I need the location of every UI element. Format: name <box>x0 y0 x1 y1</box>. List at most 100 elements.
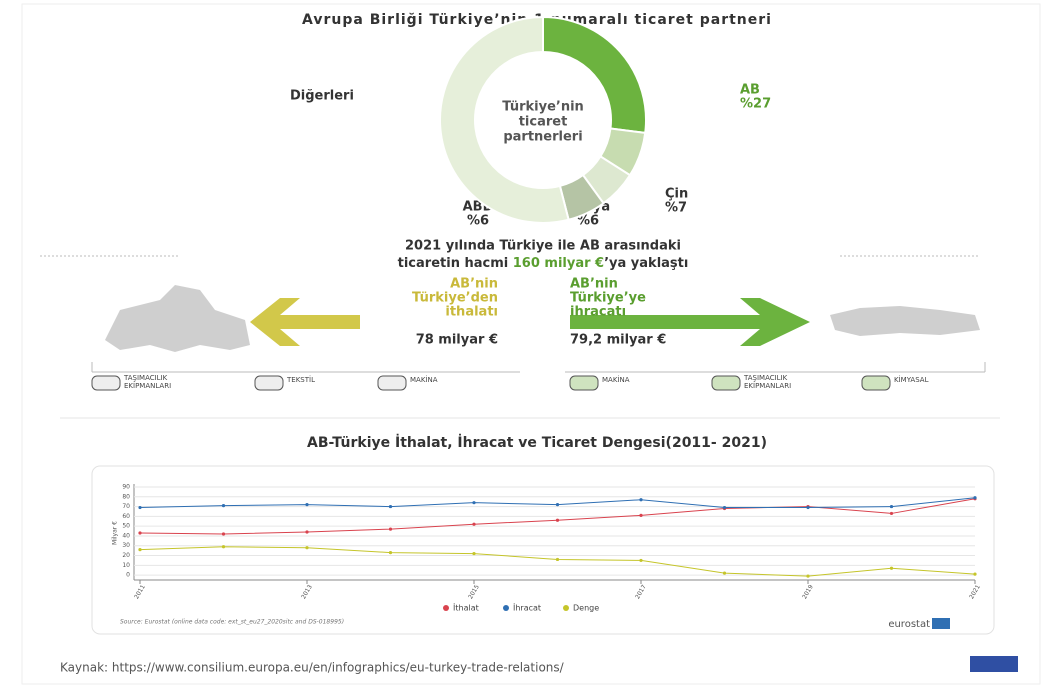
y-tick-label: 0 <box>126 572 130 579</box>
point <box>305 546 309 550</box>
eu-flag <box>970 656 1018 672</box>
label-line: AB’nin <box>570 277 618 292</box>
point <box>889 566 894 570</box>
item-icon <box>861 375 891 391</box>
point <box>388 550 393 555</box>
line-title: AB-Türkiye İthalat, İhracat ve Ticaret D… <box>307 434 767 451</box>
point <box>221 532 226 536</box>
export-value: 79,2 milyar € <box>570 333 666 348</box>
slice-value-label: %6 <box>577 214 599 229</box>
item-label: TAŞIMACILIK <box>123 374 168 382</box>
logo-flag <box>932 618 950 629</box>
label-line: AB’nin <box>450 277 498 292</box>
point <box>639 513 643 517</box>
y-tick-label: 20 <box>122 552 130 559</box>
legend-label: Denge <box>573 604 599 613</box>
item-icon <box>254 375 284 391</box>
legend-swatch <box>563 605 569 611</box>
heading-highlight: 160 milyar € <box>513 256 604 271</box>
item-icon <box>711 375 741 391</box>
y-tick-label: 80 <box>122 493 130 500</box>
eu-map <box>105 285 250 352</box>
export-arrow <box>570 298 810 346</box>
center-line: ticaret <box>519 115 568 130</box>
point <box>305 503 309 507</box>
heading-line: 2021 yılında Türkiye ile AB arasındaki <box>405 239 681 254</box>
item-icon <box>569 375 599 391</box>
y-tick-label: 40 <box>122 532 130 539</box>
legend-label: İhracat <box>513 603 541 613</box>
item-icon <box>377 375 407 391</box>
y-axis-label: Milyar € <box>112 521 119 545</box>
point <box>221 545 226 549</box>
heading-part: ’ya yaklaştı <box>604 256 688 271</box>
point <box>472 522 476 526</box>
footer: Kaynak: https://www.consilium.europa.eu/… <box>60 661 565 675</box>
point <box>639 498 643 502</box>
label-line: Türkiye’den <box>412 291 498 306</box>
item-label: KİMYASAL <box>894 375 929 384</box>
point <box>973 572 977 576</box>
point <box>889 511 894 516</box>
slice-value-label: %27 <box>740 97 771 112</box>
import-arrow <box>250 298 330 346</box>
slice-label: Diğerleri <box>290 89 354 104</box>
label-line: Türkiye’ye <box>570 291 646 306</box>
label-line: ithalatı <box>445 305 498 320</box>
point <box>722 505 727 510</box>
point <box>889 504 894 509</box>
point <box>305 530 309 534</box>
point <box>722 571 727 575</box>
point <box>472 501 476 505</box>
pie-slice <box>439 15 570 224</box>
turkey-map <box>830 306 980 336</box>
item-label: TAŞIMACILIK <box>743 374 788 382</box>
source: Source: Eurostat (online data code: ext_… <box>120 619 344 626</box>
trade-heading: 2021 yılında Türkiye ile AB arasındaki t… <box>398 239 689 271</box>
y-tick-label: 30 <box>122 542 130 549</box>
y-tick-label: 50 <box>122 523 130 530</box>
import-value: 78 milyar € <box>416 333 498 348</box>
heading-part: ticaretin hacmi <box>398 256 513 271</box>
point <box>639 558 643 563</box>
slice-label: AB <box>740 83 760 98</box>
y-tick-label: 60 <box>122 513 130 520</box>
export-label: AB’nin Türkiye’ye ihracatı <box>570 277 646 320</box>
pie-center: Türkiye’nin ticaret partnerleri <box>502 100 584 145</box>
point <box>472 551 476 556</box>
logo: eurostat <box>888 619 930 630</box>
item-label: TEKSTİL <box>286 375 315 384</box>
label-line: ihracatı <box>570 305 626 320</box>
point <box>555 503 560 507</box>
item-label: EKİPMANLARI <box>124 381 171 390</box>
point <box>555 518 560 522</box>
line-panel <box>91 465 995 635</box>
item-icon <box>91 375 121 391</box>
legend-label: İthalat <box>453 603 479 613</box>
y-tick-label: 10 <box>122 562 130 569</box>
point <box>138 548 142 552</box>
point <box>221 504 226 508</box>
import-arrow <box>330 315 360 329</box>
slice-label: Çin <box>665 187 688 202</box>
point <box>138 505 142 510</box>
point <box>806 505 810 510</box>
import-label: AB’nin Türkiye’den ithalatı <box>412 277 498 320</box>
point <box>973 496 977 500</box>
slice-value-label: %7 <box>665 201 687 216</box>
heading-line: ticaretin hacmi 160 milyar €’ya yaklaştı <box>398 256 689 271</box>
item-label: MAKİNA <box>410 375 438 384</box>
slice-value-label: %6 <box>467 214 489 229</box>
item-label: EKİPMANLARI <box>744 381 791 390</box>
center-line: Türkiye’nin <box>502 100 584 115</box>
item-label: MAKİNA <box>602 375 630 384</box>
legend-swatch <box>443 605 449 611</box>
y-tick-label: 90 <box>122 484 130 491</box>
point <box>138 531 142 535</box>
point <box>555 557 560 562</box>
point <box>388 504 393 509</box>
y-tick-label: 70 <box>122 503 130 510</box>
legend-swatch <box>503 605 509 611</box>
point <box>806 574 810 578</box>
